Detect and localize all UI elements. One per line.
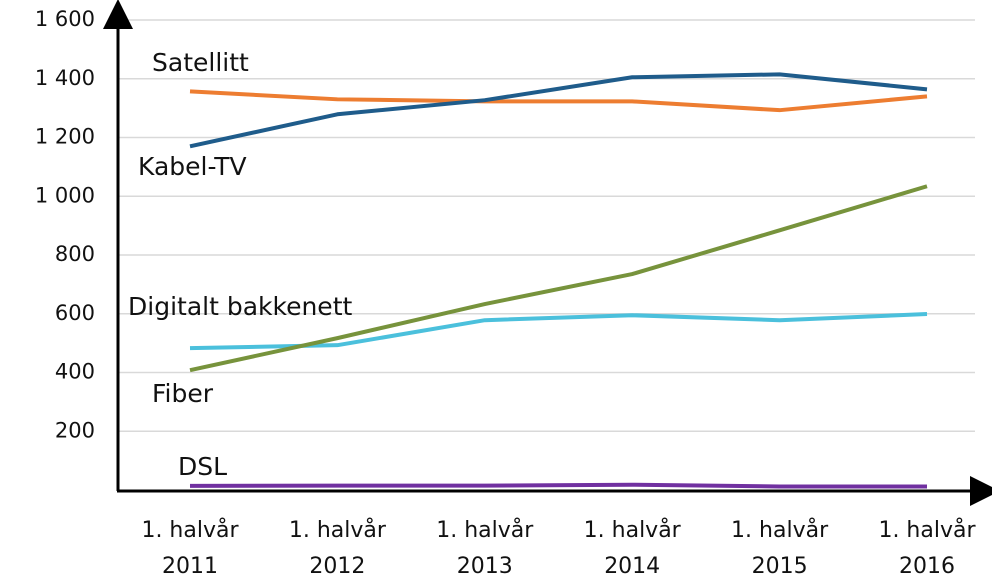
y-tick-label: 800 bbox=[55, 242, 95, 266]
y-tick-label: 1 200 bbox=[35, 125, 95, 149]
series-line bbox=[189, 482, 927, 489]
y-tick-label: 1 400 bbox=[35, 66, 95, 90]
series-label: Fiber bbox=[152, 379, 214, 408]
y-tick-label: 600 bbox=[55, 301, 95, 325]
x-tick-label: 1. halvår 2014 bbox=[584, 517, 682, 579]
y-tick-label: 400 bbox=[55, 360, 95, 384]
series-line bbox=[189, 312, 928, 351]
y-tick-label: 1 000 bbox=[35, 183, 95, 207]
x-tick-label: 1. halvår 2013 bbox=[436, 517, 534, 579]
x-tick-label: 1. halvår 2012 bbox=[289, 517, 387, 579]
x-tick-label: 1. halvår 2011 bbox=[141, 517, 239, 579]
grid bbox=[118, 19, 975, 432]
series-label: Digitalt bakkenett bbox=[128, 292, 352, 321]
series-line bbox=[189, 184, 928, 373]
series-label: DSL bbox=[178, 452, 227, 481]
series-label: Kabel-TV bbox=[138, 152, 247, 181]
series-line bbox=[189, 89, 928, 113]
x-tick-label: 1. halvår 2016 bbox=[878, 517, 976, 579]
y-tick-label: 200 bbox=[55, 418, 95, 442]
x-tick-label: 1. halvår 2015 bbox=[731, 517, 829, 579]
y-tick-label: 1 600 bbox=[35, 7, 95, 31]
series-label: Satellitt bbox=[152, 48, 249, 77]
series-line bbox=[189, 72, 928, 149]
